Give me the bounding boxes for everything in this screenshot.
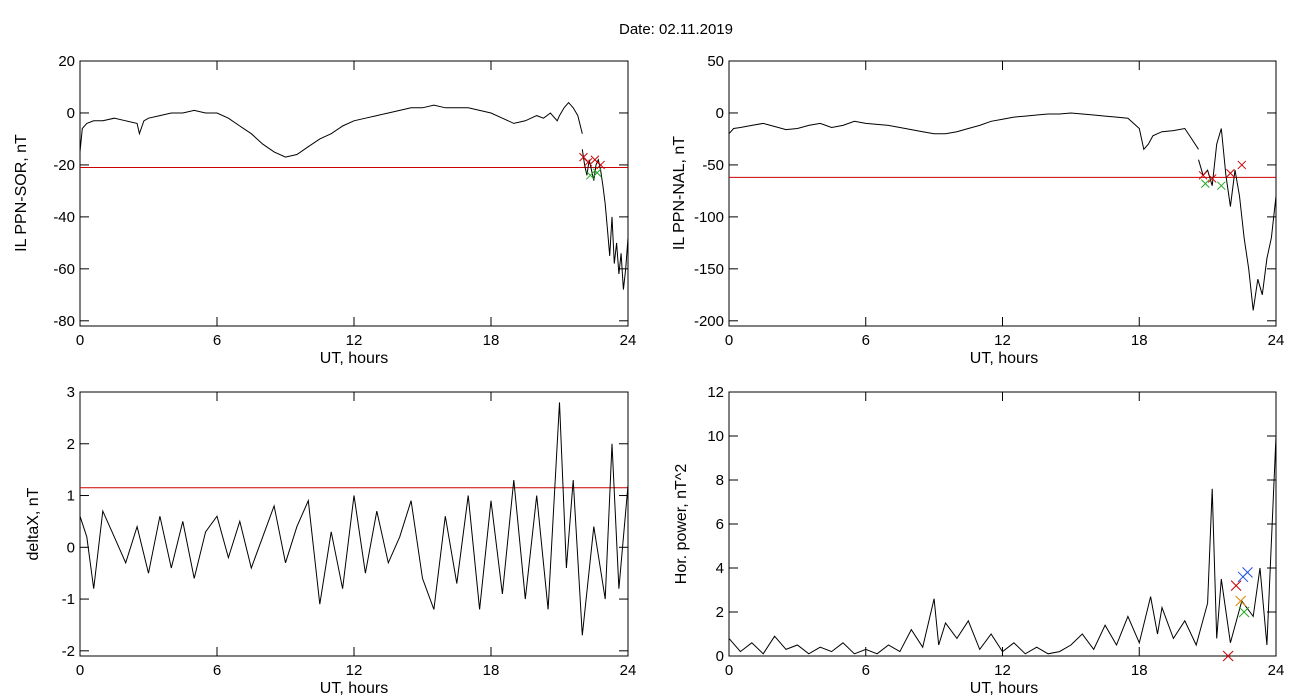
x-tick-label: 6 bbox=[213, 332, 221, 349]
x-tick-label: 18 bbox=[483, 662, 500, 679]
panel-top-left: 0 6 12 18 24 20 0 -20 -40 -60 -80 UT, hours IL PPN… bbox=[13, 53, 636, 367]
y-axis-label: IL PPN-SOR, nT bbox=[13, 134, 30, 252]
figure-title: Date: 02.11.2019 bbox=[619, 21, 733, 38]
y-tick-label: 12 bbox=[707, 384, 724, 401]
y-tick-label: 4 bbox=[716, 560, 724, 577]
x-tick-label: 0 bbox=[725, 332, 733, 349]
series-line-1 bbox=[1198, 128, 1277, 311]
y-tick-label: -80 bbox=[53, 313, 75, 330]
x-tick-label: 6 bbox=[213, 662, 221, 679]
series-line-0 bbox=[728, 112, 1199, 151]
tick-group: 0 6 12 18 24 3 2 1 0 -1 -2 bbox=[62, 384, 637, 679]
marker-group bbox=[1198, 160, 1247, 191]
y-tick-label: -40 bbox=[53, 209, 75, 226]
x-tick-label: 12 bbox=[346, 662, 363, 679]
y-tick-label: -50 bbox=[702, 157, 724, 174]
event-marker-5 bbox=[592, 168, 602, 178]
series-line-0 bbox=[79, 101, 583, 158]
event-marker-4 bbox=[585, 170, 595, 180]
panel-top-right: 0 6 12 18 24 50 0 -50 -100 -150 -200 UT, hours IL … bbox=[671, 53, 1284, 367]
series-line-0 bbox=[728, 435, 1277, 655]
marker-group bbox=[579, 152, 605, 180]
power-marker-0 bbox=[1230, 580, 1242, 591]
y-tick-label: 0 bbox=[67, 539, 75, 556]
x-tick-label: 18 bbox=[483, 332, 500, 349]
event-marker-1 bbox=[1207, 174, 1217, 183]
x-tick-label: 24 bbox=[620, 332, 637, 349]
x-axis-label: UT, hours bbox=[320, 350, 388, 367]
y-axis-label: deltaX, nT bbox=[25, 487, 42, 560]
y-tick-label: 50 bbox=[707, 53, 724, 70]
y-tick-label: 20 bbox=[58, 53, 75, 70]
x-tick-label: 24 bbox=[1268, 332, 1285, 349]
x-tick-label: 18 bbox=[1131, 662, 1148, 679]
event-marker-3 bbox=[1237, 160, 1247, 170]
event-marker-0 bbox=[1198, 170, 1208, 180]
y-tick-label: 2 bbox=[67, 436, 75, 453]
y-tick-label: -200 bbox=[694, 313, 724, 330]
y-tick-label: 0 bbox=[716, 648, 724, 665]
power-marker-2 bbox=[1242, 567, 1253, 578]
x-tick-label: 0 bbox=[76, 332, 84, 349]
series-group bbox=[728, 112, 1277, 311]
power-marker-4 bbox=[1235, 595, 1247, 607]
x-axis-label: UT, hours bbox=[970, 350, 1038, 367]
y-tick-label: 3 bbox=[67, 384, 75, 401]
y-tick-label: 10 bbox=[707, 428, 724, 445]
event-marker-2 bbox=[1226, 168, 1235, 178]
y-tick-label: 0 bbox=[67, 105, 75, 122]
event-marker-4 bbox=[1200, 179, 1210, 188]
y-tick-label: -150 bbox=[694, 261, 724, 278]
plot-frame bbox=[728, 391, 1277, 657]
y-tick-label: -100 bbox=[694, 209, 724, 226]
x-tick-label: 0 bbox=[725, 662, 733, 679]
panel-bottom-right: 0 6 12 18 24 12 10 8 6 4 2 0 UT, hours Hor. power, … bbox=[673, 384, 1284, 697]
power-marker-5 bbox=[1222, 650, 1234, 662]
x-axis-label: UT, hours bbox=[320, 680, 388, 697]
y-tick-label: -60 bbox=[53, 261, 75, 278]
series-line-1 bbox=[581, 149, 629, 290]
series-group bbox=[728, 435, 1277, 655]
x-tick-label: 12 bbox=[994, 662, 1011, 679]
x-tick-label: 0 bbox=[76, 662, 84, 679]
x-tick-label: 24 bbox=[1268, 662, 1285, 679]
plot-frame bbox=[728, 60, 1277, 327]
y-tick-label: 6 bbox=[716, 516, 724, 533]
y-tick-label: 8 bbox=[716, 472, 724, 489]
tick-group: 0 6 12 18 24 12 10 8 6 4 2 0 bbox=[707, 384, 1284, 679]
event-marker-3 bbox=[596, 160, 605, 170]
plot-frame bbox=[79, 60, 629, 327]
x-axis-label: UT, hours bbox=[970, 680, 1038, 697]
x-tick-label: 12 bbox=[346, 332, 363, 349]
x-tick-label: 6 bbox=[862, 332, 870, 349]
marker-group bbox=[1222, 567, 1253, 662]
y-tick-label: 0 bbox=[716, 105, 724, 122]
y-tick-label: -1 bbox=[62, 591, 75, 608]
plot-frame bbox=[79, 391, 629, 657]
panel-bottom-left: 0 6 12 18 24 3 2 1 0 -1 -2 UT, hours deltaX, nT bbox=[25, 384, 636, 697]
tick-group: 0 6 12 18 24 50 0 -50 -100 -150 -200 bbox=[694, 53, 1284, 349]
y-tick-label: -20 bbox=[53, 157, 75, 174]
series-line-0 bbox=[79, 402, 629, 636]
x-tick-label: 6 bbox=[862, 662, 870, 679]
x-tick-label: 12 bbox=[994, 332, 1011, 349]
power-marker-3 bbox=[1238, 606, 1250, 618]
series-group bbox=[79, 101, 629, 290]
tick-group: 0 6 12 18 24 20 0 -20 -40 -60 -80 bbox=[53, 53, 636, 349]
y-axis-label: IL PPN-NAL, nT bbox=[671, 136, 688, 250]
y-tick-label: 1 bbox=[67, 488, 75, 505]
series-group bbox=[79, 402, 629, 636]
y-tick-label: -2 bbox=[62, 643, 75, 660]
x-tick-label: 18 bbox=[1131, 332, 1148, 349]
y-tick-label: 2 bbox=[716, 604, 724, 621]
y-axis-label: Hor. power, nT^2 bbox=[673, 464, 690, 585]
event-marker-1 bbox=[583, 157, 593, 167]
x-tick-label: 24 bbox=[620, 662, 637, 679]
event-marker-5 bbox=[1216, 181, 1226, 191]
